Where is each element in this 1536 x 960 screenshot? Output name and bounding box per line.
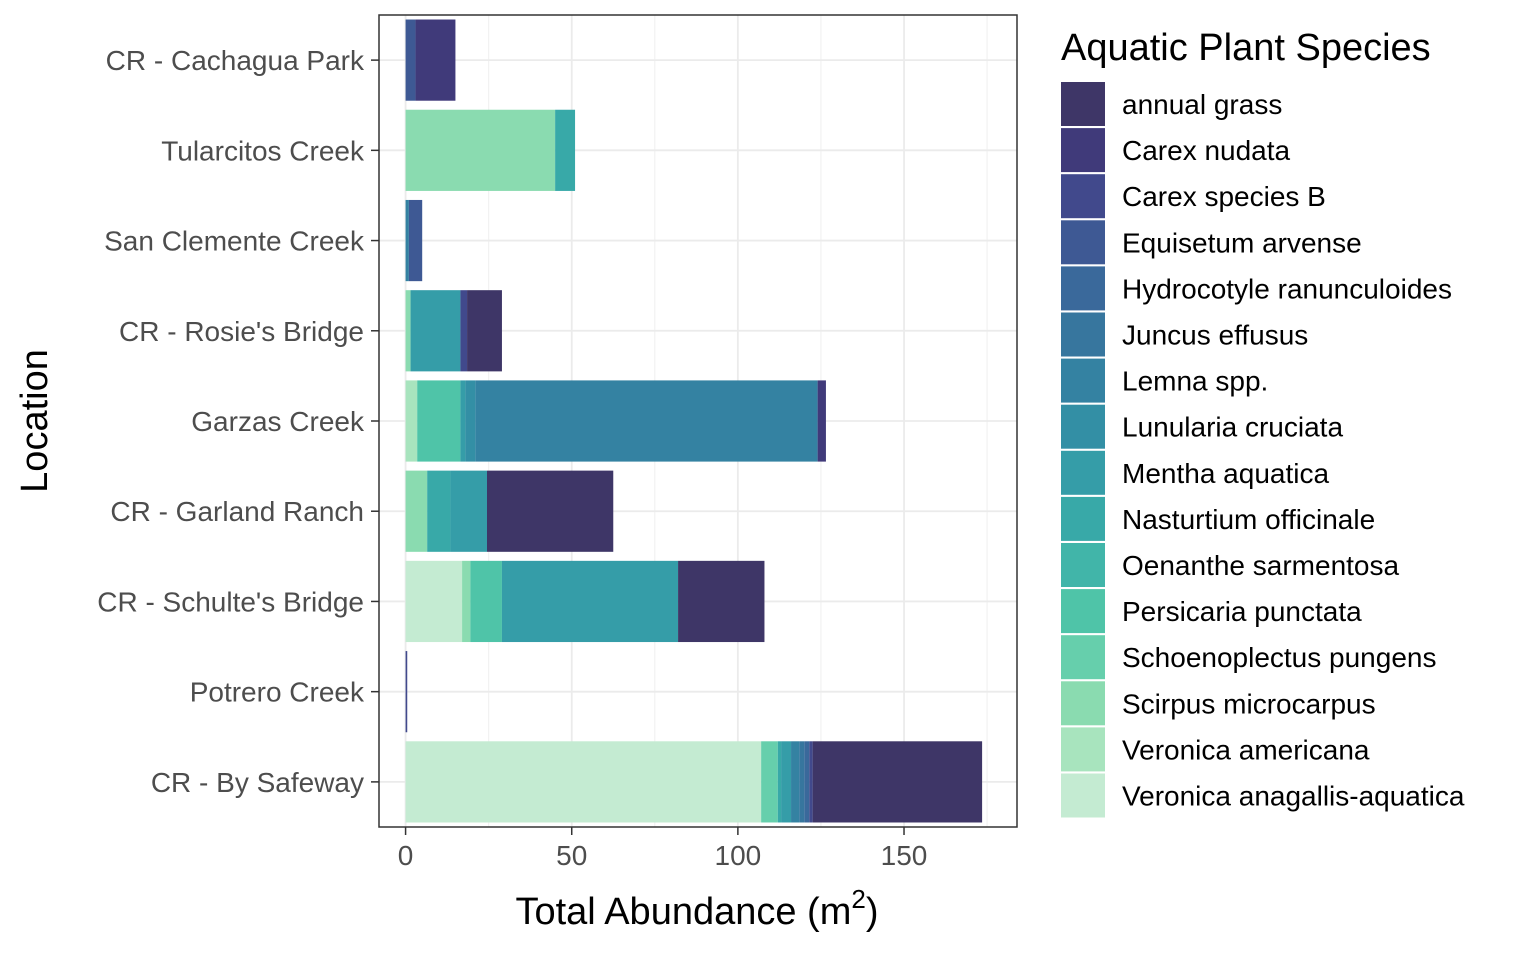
legend-label: Equisetum arvense bbox=[1122, 227, 1362, 258]
legend-key bbox=[1061, 82, 1105, 126]
bar-segment bbox=[678, 560, 765, 643]
x-axis: 0 50 100 150 bbox=[398, 827, 928, 871]
legend-key bbox=[1061, 358, 1105, 403]
legend-key bbox=[1061, 404, 1105, 449]
y-axis-title: Location bbox=[14, 349, 56, 493]
y-tick-label: San Clemente Creek bbox=[104, 226, 365, 257]
legend-key bbox=[1061, 681, 1105, 726]
x-axis-title-close: ) bbox=[866, 891, 879, 933]
legend-key bbox=[1061, 450, 1105, 495]
bar-segment bbox=[462, 560, 471, 643]
bar-segment bbox=[417, 380, 461, 462]
legend-key bbox=[1061, 174, 1105, 219]
y-tick-label: Tularcitos Creek bbox=[161, 135, 365, 166]
legend-key bbox=[1061, 543, 1105, 587]
bar-segment bbox=[761, 741, 778, 823]
legend-key bbox=[1061, 589, 1105, 634]
legend-label: Schoenoplectus pungens bbox=[1122, 642, 1436, 673]
bar-segment bbox=[804, 741, 810, 823]
bar-segment bbox=[555, 109, 576, 191]
legend-title: Aquatic Plant Species bbox=[1061, 27, 1431, 69]
bar-segment bbox=[450, 470, 487, 552]
bar-segment bbox=[405, 109, 556, 191]
x-axis-title-main: Total Abundance (m bbox=[515, 891, 851, 933]
bar-segment bbox=[405, 651, 408, 733]
bar-segment bbox=[465, 380, 476, 462]
bar-segment bbox=[781, 741, 792, 823]
x-tick-label: 0 bbox=[398, 840, 414, 871]
bar-segment bbox=[405, 470, 428, 552]
legend-key bbox=[1061, 635, 1105, 680]
legend-label: Mentha aquatica bbox=[1122, 458, 1329, 489]
legend-label: Juncus effusus bbox=[1122, 320, 1308, 351]
x-axis-title-superscript: 2 bbox=[851, 884, 865, 914]
legend-key bbox=[1061, 266, 1105, 311]
bar-segment bbox=[467, 290, 502, 372]
bar-segment bbox=[812, 741, 983, 823]
bar-segment bbox=[791, 741, 800, 823]
legend-label: Scirpus microcarpus bbox=[1122, 688, 1376, 719]
legend-label: annual grass bbox=[1122, 89, 1282, 120]
legend-label: Oenanthe sarmentosa bbox=[1122, 550, 1399, 581]
bar-segment bbox=[809, 741, 813, 823]
legend-label: Persicaria punctata bbox=[1122, 596, 1362, 627]
bar-segment bbox=[460, 380, 466, 462]
legend-label: Veronica anagallis-aquatica bbox=[1122, 781, 1465, 812]
bar-segment bbox=[405, 290, 411, 372]
bar-segment bbox=[415, 19, 456, 101]
y-tick-label: CR - Cachagua Park bbox=[106, 45, 365, 76]
bar-segment bbox=[777, 741, 782, 823]
legend-key bbox=[1061, 128, 1105, 173]
bar-segment bbox=[427, 470, 451, 552]
y-tick-label: CR - Garland Ranch bbox=[110, 496, 364, 527]
y-axis: CR - Cachagua Park Tularcitos Creek San Cl… bbox=[97, 45, 379, 798]
bar-segment bbox=[405, 199, 409, 282]
legend-label: Lunularia cruciata bbox=[1122, 412, 1343, 443]
bar-segment bbox=[799, 741, 805, 823]
legend-key bbox=[1061, 773, 1105, 818]
y-tick-label: CR - Schulte's Bridge bbox=[97, 586, 364, 617]
bar-segment bbox=[410, 290, 461, 372]
x-tick-label: 150 bbox=[881, 840, 928, 871]
bar-segment bbox=[405, 19, 416, 101]
legend-label: Carex nudata bbox=[1122, 135, 1291, 166]
legend-label: Hydrocotyle ranunculoides bbox=[1122, 273, 1452, 304]
bar-segment bbox=[460, 290, 468, 372]
y-tick-label: CR - Rosie's Bridge bbox=[119, 316, 364, 347]
bar-segment bbox=[405, 741, 762, 823]
legend: annual grass Carex nudata Carex species B E… bbox=[1061, 82, 1465, 818]
bar-segment bbox=[470, 560, 502, 643]
y-tick-label: Potrero Creek bbox=[190, 677, 365, 708]
legend-label: Lemna spp. bbox=[1122, 366, 1268, 397]
bar-segment bbox=[405, 560, 463, 643]
bar-segment bbox=[408, 199, 423, 282]
legend-label: Veronica americana bbox=[1122, 734, 1370, 765]
legend-key bbox=[1061, 312, 1105, 357]
y-tick-label: Garzas Creek bbox=[191, 406, 365, 437]
legend-key bbox=[1061, 220, 1105, 265]
x-tick-label: 50 bbox=[556, 840, 587, 871]
legend-label: Nasturtium officinale bbox=[1122, 504, 1375, 535]
x-tick-label: 100 bbox=[715, 840, 762, 871]
bar-segment bbox=[501, 560, 679, 643]
bar-segment bbox=[475, 380, 818, 462]
legend-label: Carex species B bbox=[1122, 181, 1326, 212]
bar-segment bbox=[486, 470, 614, 552]
legend-key bbox=[1061, 496, 1105, 541]
bars bbox=[405, 19, 983, 823]
bar-segment bbox=[817, 380, 826, 462]
y-tick-label: CR - By Safeway bbox=[151, 767, 364, 798]
legend-key bbox=[1061, 727, 1105, 772]
bar-segment bbox=[405, 380, 418, 462]
x-axis-title: Total Abundance (m2) bbox=[515, 884, 878, 933]
